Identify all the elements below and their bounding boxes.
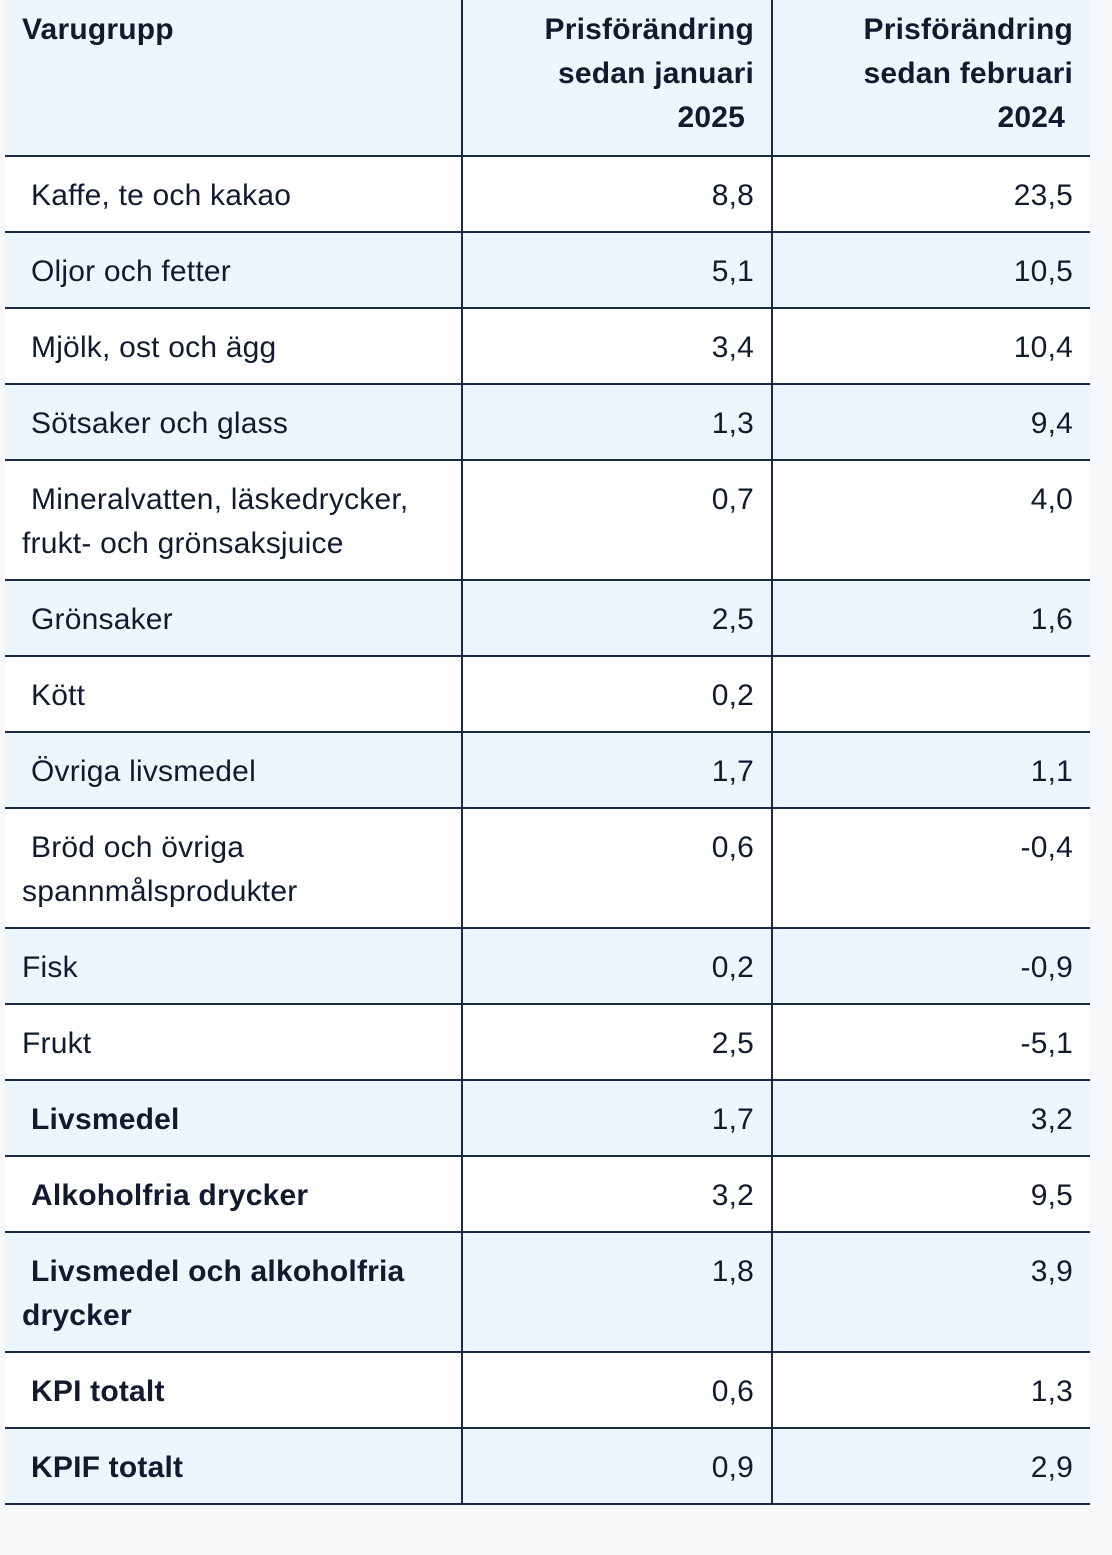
- price-change-table-container: Varugrupp Prisförändring sedan januari 2…: [5, 0, 1090, 1505]
- cell-varugrupp: Kött: [5, 656, 462, 733]
- category-label-continuation: spannmålsprodukter: [22, 875, 298, 908]
- table-row: Mjölk, ost och ägg 3,4 10,4: [5, 308, 1090, 385]
- category-label: KPIF totalt: [31, 1451, 184, 1484]
- category-label: KPI totalt: [31, 1375, 165, 1408]
- cell-varugrupp: Kaffe, te och kakao: [5, 156, 462, 233]
- cell-varugrupp: Övriga livsmedel: [5, 732, 462, 809]
- category-label: Alkoholfria drycker: [31, 1179, 309, 1212]
- cell-varugrupp: Livsmedel och alkoholfria drycker: [5, 1232, 462, 1353]
- cell-varugrupp: Mineralvatten, läskedrycker, frukt- och g…: [5, 460, 462, 581]
- cell-change-since-january: 1,7: [461, 732, 772, 809]
- cell-change-since-february: -5,1: [771, 1004, 1090, 1081]
- cell-varugrupp: Grönsaker: [5, 580, 462, 657]
- cell-change-since-february: [771, 656, 1090, 733]
- cell-change-since-january: 3,4: [461, 308, 772, 385]
- category-label: Bröd och övriga: [31, 831, 245, 864]
- cell-change-since-february: 1,6: [771, 580, 1090, 657]
- table-row: KPI totalt 0,6 1,3: [5, 1352, 1090, 1429]
- table-header-row: Varugrupp Prisförändring sedan januari 2…: [5, 0, 1090, 157]
- cell-change-since-january: 0,2: [461, 928, 772, 1005]
- table-row: Bröd och övriga spannmålsprodukter 0,6 -0,4: [5, 808, 1090, 929]
- table-row: Fisk 0,2 -0,9: [5, 928, 1090, 1005]
- table-row: Kött 0,2: [5, 656, 1090, 733]
- category-label: Kött: [31, 679, 86, 712]
- cell-change-since-february: 9,4: [771, 384, 1090, 461]
- category-label: Mjölk, ost och ägg: [31, 331, 277, 364]
- cell-varugrupp: KPI totalt: [5, 1352, 462, 1429]
- cell-varugrupp: Frukt: [5, 1004, 462, 1081]
- category-label: Frukt: [22, 1027, 92, 1060]
- cell-varugrupp: KPIF totalt: [5, 1428, 462, 1505]
- cell-change-since-february: 1,1: [771, 732, 1090, 809]
- table-row: Alkoholfria drycker 3,2 9,5: [5, 1156, 1090, 1233]
- category-label: Livsmedel och alkoholfria: [31, 1255, 405, 1288]
- cell-change-since-february: -0,9: [771, 928, 1090, 1005]
- header-feb-line2: sedan februari: [863, 57, 1073, 90]
- header-feb-line3: 2024: [997, 101, 1065, 134]
- table-row: KPIF totalt 0,9 2,9: [5, 1428, 1090, 1505]
- cell-change-since-february: 4,0: [771, 460, 1090, 581]
- cell-change-since-january: 3,2: [461, 1156, 772, 1233]
- table-row: Mineralvatten, läskedrycker, frukt- och g…: [5, 460, 1090, 581]
- cell-varugrupp: Bröd och övriga spannmålsprodukter: [5, 808, 462, 929]
- cell-change-since-january: 2,5: [461, 1004, 772, 1081]
- column-header-january: Prisförändring sedan januari 2025: [461, 0, 772, 157]
- cell-change-since-january: 5,1: [461, 232, 772, 309]
- table-row: Oljor och fetter 5,1 10,5: [5, 232, 1090, 309]
- cell-change-since-january: 1,7: [461, 1080, 772, 1157]
- cell-change-since-january: 0,2: [461, 656, 772, 733]
- category-label: Sötsaker och glass: [31, 407, 289, 440]
- column-header-varugrupp: Varugrupp: [5, 0, 462, 157]
- header-jan-line1: Prisförändring: [544, 13, 754, 46]
- cell-change-since-february: 9,5: [771, 1156, 1090, 1233]
- column-header-february: Prisförändring sedan februari 2024: [771, 0, 1090, 157]
- cell-change-since-january: 2,5: [461, 580, 772, 657]
- cell-varugrupp: Fisk: [5, 928, 462, 1005]
- header-jan-line2: sedan januari: [557, 57, 754, 90]
- table-row: Livsmedel 1,7 3,2: [5, 1080, 1090, 1157]
- cell-change-since-february: 23,5: [771, 156, 1090, 233]
- table-row: Grönsaker 2,5 1,6: [5, 580, 1090, 657]
- cell-change-since-january: 8,8: [461, 156, 772, 233]
- cell-change-since-february: 10,5: [771, 232, 1090, 309]
- category-label: Kaffe, te och kakao: [31, 179, 292, 212]
- cell-change-since-february: 3,2: [771, 1080, 1090, 1157]
- table-row: Övriga livsmedel 1,7 1,1: [5, 732, 1090, 809]
- cell-change-since-january: 0,7: [461, 460, 772, 581]
- cell-change-since-january: 0,6: [461, 1352, 772, 1429]
- table-row: Kaffe, te och kakao 8,8 23,5: [5, 156, 1090, 233]
- category-label: Fisk: [22, 951, 78, 984]
- category-label-continuation: drycker: [22, 1299, 132, 1332]
- cell-change-since-february: 10,4: [771, 308, 1090, 385]
- cell-change-since-january: 0,6: [461, 808, 772, 929]
- cell-change-since-february: -0,4: [771, 808, 1090, 929]
- category-label: Grönsaker: [31, 603, 173, 636]
- category-label: Livsmedel: [31, 1103, 180, 1136]
- cell-change-since-january: 1,8: [461, 1232, 772, 1353]
- cell-varugrupp: Alkoholfria drycker: [5, 1156, 462, 1233]
- cell-varugrupp: Sötsaker och glass: [5, 384, 462, 461]
- category-label: Mineralvatten, läskedrycker,: [31, 483, 409, 516]
- header-feb-line1: Prisförändring: [863, 13, 1073, 46]
- cell-change-since-february: 2,9: [771, 1428, 1090, 1505]
- cell-change-since-january: 0,9: [461, 1428, 772, 1505]
- header-jan-line3: 2025: [677, 101, 745, 134]
- cell-change-since-february: 1,3: [771, 1352, 1090, 1429]
- table-row: Livsmedel och alkoholfria drycker 1,8 3,9: [5, 1232, 1090, 1353]
- header-group-label: Varugrupp: [22, 13, 174, 46]
- cell-varugrupp: Livsmedel: [5, 1080, 462, 1157]
- category-label: Oljor och fetter: [31, 255, 231, 288]
- cell-varugrupp: Mjölk, ost och ägg: [5, 308, 462, 385]
- category-label-continuation: frukt- och grönsaksjuice: [22, 527, 344, 560]
- cell-varugrupp: Oljor och fetter: [5, 232, 462, 309]
- category-label: Övriga livsmedel: [31, 755, 256, 788]
- cell-change-since-february: 3,9: [771, 1232, 1090, 1353]
- table-row: Frukt 2,5 -5,1: [5, 1004, 1090, 1081]
- price-change-table: Varugrupp Prisförändring sedan januari 2…: [5, 0, 1090, 1505]
- table-row: Sötsaker och glass 1,3 9,4: [5, 384, 1090, 461]
- cell-change-since-january: 1,3: [461, 384, 772, 461]
